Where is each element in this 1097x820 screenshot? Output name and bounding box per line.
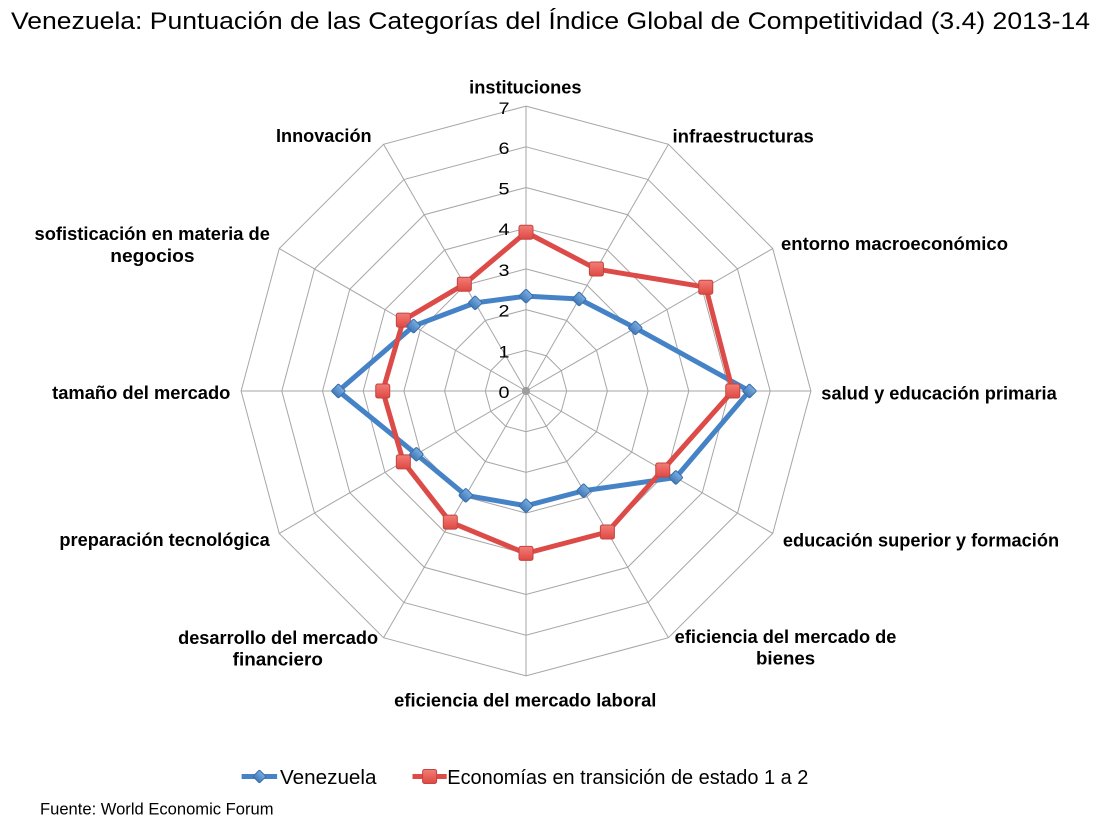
svg-text:7: 7: [499, 99, 510, 118]
svg-text:sofisticación en materia de: sofisticación en materia de: [35, 224, 270, 244]
svg-text:bienes: bienes: [756, 649, 815, 669]
svg-text:desarrollo del mercado: desarrollo del mercado: [178, 628, 378, 648]
svg-text:Innovación: Innovación: [276, 126, 372, 146]
svg-text:financiero: financiero: [233, 650, 323, 670]
svg-text:2: 2: [499, 302, 510, 321]
svg-text:salud y educación primaria: salud y educación primaria: [821, 383, 1057, 403]
svg-text:6: 6: [499, 139, 510, 158]
svg-text:3: 3: [499, 261, 510, 280]
svg-text:instituciones: instituciones: [469, 77, 581, 97]
svg-text:0: 0: [499, 383, 510, 402]
svg-text:Fuente: World Economic Forum: Fuente: World Economic Forum: [40, 800, 274, 819]
svg-text:1: 1: [499, 342, 510, 361]
svg-text:4: 4: [499, 220, 510, 239]
svg-text:entorno macroeconómico: entorno macroeconómico: [781, 234, 1008, 254]
svg-text:preparación tecnológica: preparación tecnológica: [59, 530, 270, 550]
svg-text:tamaño del mercado: tamaño del mercado: [52, 383, 230, 403]
svg-text:Economías en transición de est: Economías en transición de estado 1 a 2: [447, 767, 808, 789]
svg-text:educación superior y formación: educación superior y formación: [783, 530, 1059, 550]
svg-text:5: 5: [499, 180, 510, 199]
svg-text:eficiencia del mercado laboral: eficiencia del mercado laboral: [394, 691, 656, 711]
svg-text:Venezuela: Venezuela: [280, 767, 377, 789]
svg-text:eficiencia del mercado de: eficiencia del mercado de: [675, 627, 897, 647]
svg-text:negocios: negocios: [110, 246, 194, 266]
svg-text:Venezuela: Puntuación de las C: Venezuela: Puntuación de las Categorías …: [11, 8, 1090, 35]
svg-text:infraestructuras: infraestructuras: [673, 126, 814, 146]
